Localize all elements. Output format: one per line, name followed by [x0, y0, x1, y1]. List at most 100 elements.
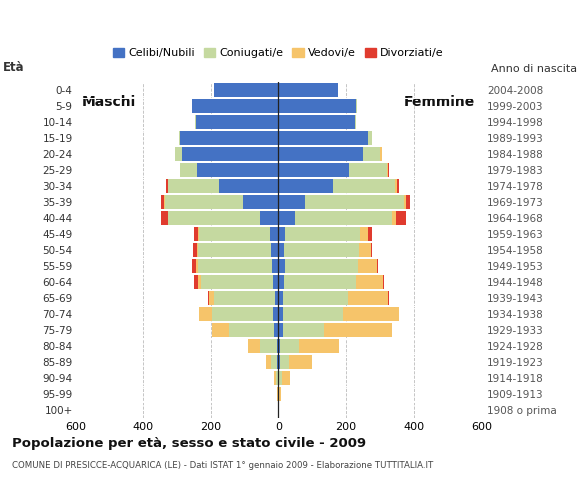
Bar	[266, 355, 271, 369]
Bar	[276, 371, 278, 384]
Bar	[260, 211, 278, 225]
Bar	[278, 259, 285, 273]
Bar	[387, 163, 389, 177]
Bar	[209, 290, 214, 305]
Bar	[198, 275, 201, 288]
Bar	[212, 323, 229, 336]
Bar	[284, 307, 343, 321]
Bar	[396, 211, 406, 225]
Bar	[199, 307, 212, 321]
Bar	[278, 146, 363, 161]
Bar	[278, 131, 368, 144]
Bar	[278, 242, 284, 257]
Bar	[279, 371, 282, 384]
Bar	[356, 275, 383, 288]
Bar	[214, 83, 278, 96]
Bar	[395, 179, 397, 192]
Bar	[324, 323, 392, 336]
Bar	[168, 211, 260, 225]
Bar	[278, 355, 280, 369]
Bar	[278, 211, 295, 225]
Bar	[306, 194, 404, 209]
Bar	[278, 386, 279, 401]
Bar	[284, 275, 356, 288]
Bar	[277, 355, 278, 369]
Bar	[376, 259, 378, 273]
Bar	[198, 259, 273, 273]
Bar	[278, 98, 356, 113]
Bar	[180, 131, 278, 144]
Bar	[380, 146, 382, 161]
Bar	[280, 355, 288, 369]
Bar	[197, 242, 198, 257]
Bar	[192, 259, 196, 273]
Bar	[166, 179, 168, 192]
Bar	[248, 338, 260, 353]
Bar	[295, 211, 392, 225]
Bar	[243, 194, 278, 209]
Bar	[196, 259, 198, 273]
Bar	[161, 211, 168, 225]
Bar	[165, 194, 243, 209]
Bar	[229, 323, 274, 336]
Bar	[279, 386, 281, 401]
Bar	[392, 211, 396, 225]
Text: Popolazione per età, sesso e stato civile - 2009: Popolazione per età, sesso e stato civil…	[12, 437, 366, 450]
Bar	[397, 179, 398, 192]
Bar	[278, 338, 280, 353]
Bar	[348, 290, 389, 305]
Bar	[359, 242, 371, 257]
Bar	[161, 194, 164, 209]
Bar	[180, 163, 197, 177]
Bar	[214, 290, 275, 305]
Bar	[271, 355, 277, 369]
Bar	[270, 227, 278, 240]
Bar	[175, 146, 182, 161]
Bar	[260, 338, 277, 353]
Bar	[358, 259, 376, 273]
Bar	[168, 179, 219, 192]
Legend: Celibi/Nubili, Coniugati/e, Vedovi/e, Divorziati/e: Celibi/Nubili, Coniugati/e, Vedovi/e, Di…	[108, 44, 448, 63]
Bar	[194, 227, 198, 240]
Bar	[288, 355, 312, 369]
Bar	[197, 163, 278, 177]
Text: Femmine: Femmine	[403, 96, 474, 109]
Bar	[278, 307, 284, 321]
Bar	[278, 179, 332, 192]
Bar	[368, 227, 372, 240]
Bar	[193, 242, 197, 257]
Text: Maschi: Maschi	[82, 96, 136, 109]
Text: Età: Età	[3, 61, 24, 74]
Bar	[383, 275, 385, 288]
Bar	[284, 323, 324, 336]
Bar	[271, 242, 278, 257]
Bar	[278, 115, 354, 129]
Bar	[219, 179, 278, 192]
Bar	[299, 338, 339, 353]
Bar	[343, 307, 398, 321]
Bar	[332, 179, 395, 192]
Bar	[285, 259, 358, 273]
Bar	[282, 371, 290, 384]
Bar	[278, 323, 284, 336]
Bar	[278, 290, 284, 305]
Bar	[274, 371, 276, 384]
Text: Anno di nascita: Anno di nascita	[491, 64, 577, 74]
Bar	[363, 146, 380, 161]
Bar	[273, 275, 278, 288]
Bar	[284, 242, 359, 257]
Bar	[356, 98, 357, 113]
Bar	[277, 338, 278, 353]
Bar	[278, 227, 285, 240]
Bar	[280, 338, 299, 353]
Bar	[199, 227, 270, 240]
Bar	[285, 227, 360, 240]
Bar	[179, 131, 180, 144]
Bar	[277, 386, 278, 401]
Bar	[275, 290, 278, 305]
Bar	[278, 275, 284, 288]
Bar	[404, 194, 406, 209]
Bar	[273, 307, 278, 321]
Bar	[354, 115, 356, 129]
Bar	[273, 259, 278, 273]
